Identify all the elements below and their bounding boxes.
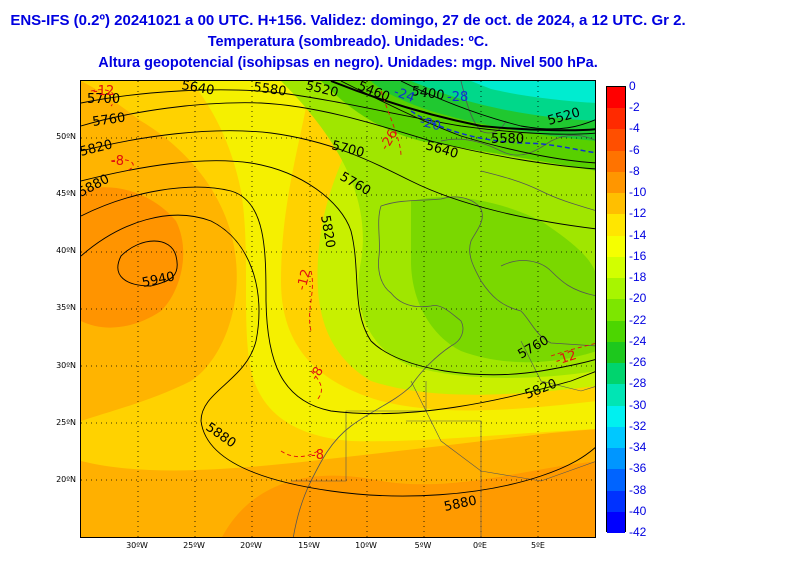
colorbar-label: -30: [629, 397, 647, 412]
colorbar-swatch: [607, 511, 625, 534]
colorbar-label: -28: [629, 376, 647, 391]
isohypse-label: 5940: [141, 269, 176, 291]
colorbar-label: -6: [629, 142, 640, 157]
colorbar-swatch: [607, 363, 625, 385]
colorbar-swatch: [607, 214, 625, 237]
weather-map: 5700 5640 5580 5520 5460 5400 5760 5820 …: [80, 80, 596, 538]
geopotential-subtitle: Altura geopotencial (isohipsas en negro)…: [98, 55, 598, 71]
colorbar-swatch: [607, 320, 625, 343]
cold-isotherm-label: -24: [392, 85, 417, 106]
lat-label: 25ºN: [56, 418, 76, 427]
colorbar-swatch: [607, 341, 625, 364]
lon-label: 0ºE: [473, 541, 487, 550]
lon-label: 25ºW: [183, 541, 205, 550]
map-graticule: [81, 81, 595, 537]
map-title: ENS-IFS (0.2º) 20241021 a 00 UTC. H+156.…: [10, 12, 686, 29]
temp-green-iberia: [411, 197, 595, 363]
lon-label: 30ºW: [126, 541, 148, 550]
isohypse-label: 5640: [180, 81, 215, 99]
isotherm-label: -8: [311, 448, 324, 463]
isohypse-label: 5880: [443, 493, 478, 515]
colorbar-label: -2: [629, 100, 640, 115]
colorbar-label: -34: [629, 440, 647, 455]
temp-cyan: [471, 81, 595, 103]
isotherm-label: -8: [111, 154, 124, 169]
country-borders: [291, 340, 595, 537]
colorbar-label: -36: [629, 461, 647, 476]
colorbar-swatch: [607, 405, 625, 428]
colorbar-label: -8: [629, 163, 640, 178]
colorbar-swatch: [607, 256, 625, 279]
cold-isotherm-label: -28: [447, 90, 468, 105]
colorbar-swatch: [607, 278, 625, 300]
colorbar-label: -12: [629, 206, 647, 221]
colorbar-label: -42: [629, 525, 647, 539]
colorbar-swatch: [607, 426, 625, 449]
colorbar-swatch: [607, 108, 625, 130]
geopotential-isohypses: [81, 81, 595, 497]
colorbar-label: 0: [629, 79, 636, 93]
isohypse-label: 5700: [87, 92, 120, 107]
lat-label: 35ºN: [56, 303, 76, 312]
lat-label: 40ºN: [56, 246, 76, 255]
lon-label: 10ºW: [355, 541, 377, 550]
colorbar-swatch: [607, 299, 625, 322]
colorbar-swatch: [607, 384, 625, 407]
colorbar-label: -22: [629, 312, 647, 327]
colorbar-label: -16: [629, 248, 647, 263]
temperature-subtitle: Temperatura (sombreado). Unidades: ºC.: [207, 34, 489, 50]
lon-label: 5ºE: [531, 541, 545, 550]
lat-label: 50ºN: [56, 132, 76, 141]
colorbar-swatch: [607, 235, 625, 258]
colorbar-swatch: [607, 87, 625, 109]
colorbar-label: -4: [629, 121, 640, 136]
map-canvas: 5700 5640 5580 5520 5460 5400 5760 5820 …: [81, 81, 595, 537]
cold-isotherm: [410, 110, 595, 154]
cold-isotherm-label: -20: [418, 114, 442, 134]
temperature-isotherms: [90, 89, 595, 458]
colorbar-swatch: [607, 448, 625, 470]
lon-label: 15ºW: [298, 541, 320, 550]
isohypse-label: 5400: [410, 84, 445, 103]
colorbar-label: -38: [629, 482, 647, 497]
temp-yellow-band: [191, 81, 595, 442]
isohypse-labels: 5700 5640 5580 5520 5460 5400 5760 5820 …: [81, 81, 582, 515]
colorbar-label: -24: [629, 333, 647, 348]
isotherm-label: -12: [554, 348, 579, 369]
colorbar-swatch: [607, 193, 625, 215]
isotherm-label: -12: [93, 84, 114, 99]
isotherm-label: -12: [294, 268, 314, 292]
colorbar-swatch: [607, 150, 625, 173]
thick-isohypse: [330, 81, 595, 132]
lon-label: 20ºW: [240, 541, 262, 550]
isohypse-label: 5760: [91, 111, 126, 130]
colorbar-label: -40: [629, 503, 647, 518]
colorbar-label: -14: [629, 227, 647, 242]
colorbar-label: -18: [629, 270, 647, 285]
colorbar-swatch: [607, 129, 625, 152]
colorbar-label: -26: [629, 355, 647, 370]
temperature-colorbar: [606, 86, 626, 534]
isohypse-label: 5580: [491, 132, 524, 147]
lat-label: 30ºN: [56, 361, 76, 370]
colorbar-label: -32: [629, 418, 647, 433]
colorbar-label: -20: [629, 291, 647, 306]
colorbar-swatch: [607, 171, 625, 194]
colorbar-label: -10: [629, 185, 647, 200]
colorbar-swatch: [607, 469, 625, 492]
isohypse-label: 5820: [317, 214, 338, 249]
colorbar-swatch: [607, 490, 625, 513]
lat-label: 20ºN: [56, 475, 76, 484]
lat-label: 45ºN: [56, 189, 76, 198]
isohypse-label: 5580: [252, 81, 287, 100]
lon-label: 5ºW: [414, 541, 432, 550]
temp-west-core: [81, 187, 184, 328]
